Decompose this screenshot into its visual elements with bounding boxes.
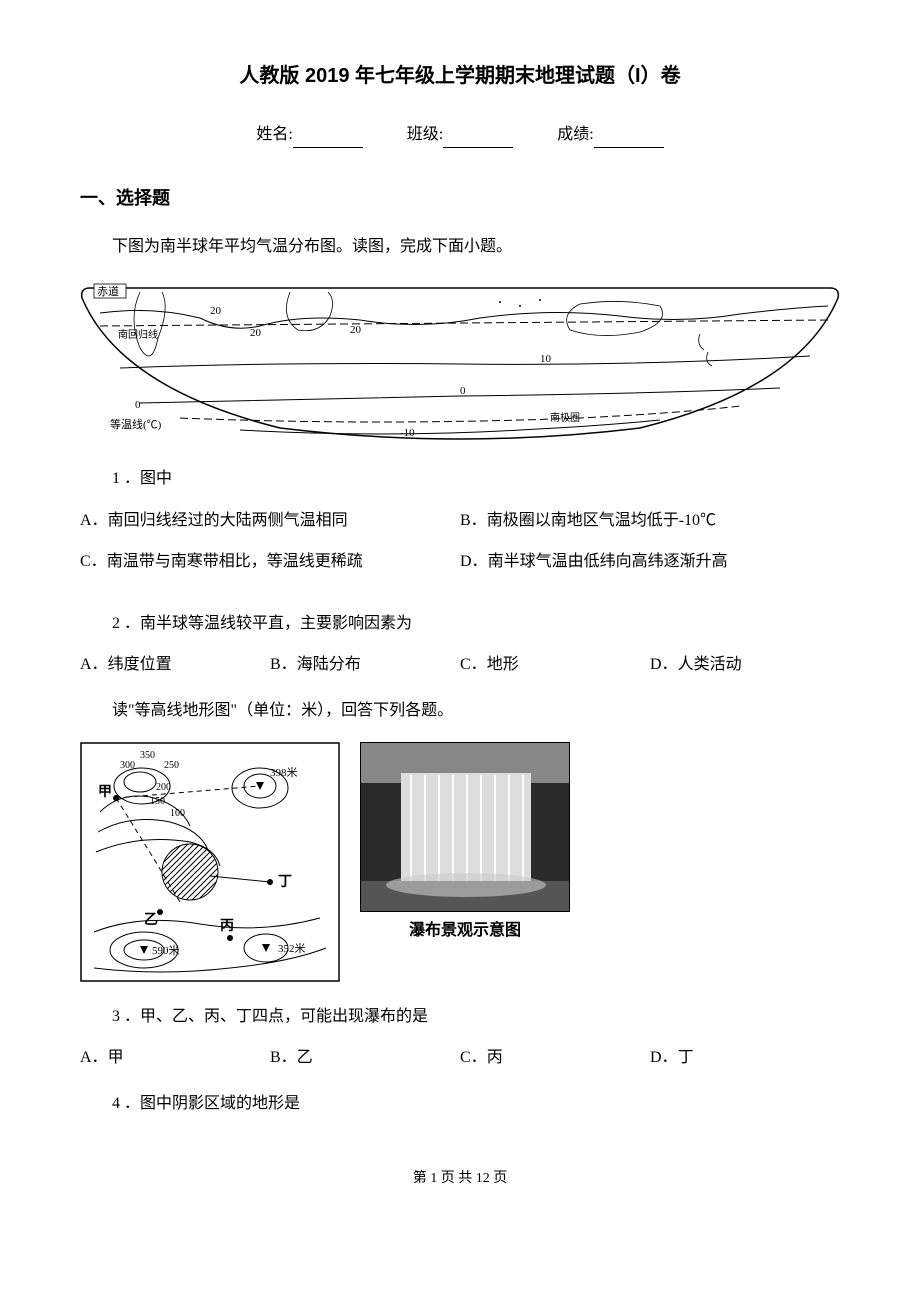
q3-text: 甲、乙、丙、丁四点，可能出现瀑布的是 [140, 1008, 428, 1025]
waterfall-figure: 瀑布景观示意图 [360, 742, 570, 944]
q2-option-c[interactable]: C．地形 [460, 652, 650, 678]
isotherm-map-svg: 赤道 20 20 20 南回归线 10 0 0 南极圈 -10 [80, 278, 840, 448]
instruction-1: 下图为南半球年平均气温分布图。读图，完成下面小题。 [80, 234, 840, 260]
svg-text:300: 300 [120, 760, 135, 771]
label-antarctic: 南极圈 [550, 411, 580, 424]
label-tropic: 南回归线 [118, 328, 158, 341]
question-1: 1 ．图中 [80, 466, 840, 492]
label-iso: 等温线(℃) [110, 417, 162, 431]
iso-0a: 0 [135, 399, 141, 411]
svg-text:150: 150 [150, 796, 165, 807]
figure-isotherm-map: 赤道 20 20 20 南回归线 10 0 0 南极圈 -10 [80, 278, 840, 448]
class-blank[interactable] [443, 130, 513, 148]
q3-options: A．甲 B．乙 C．丙 D．丁 [80, 1045, 840, 1071]
svg-text:100: 100 [170, 808, 185, 819]
q2-option-d[interactable]: D．人类活动 [650, 652, 840, 678]
q3-option-d[interactable]: D．丁 [650, 1045, 840, 1071]
q3-option-b[interactable]: B．乙 [270, 1045, 460, 1071]
q1-number: 1 ． [112, 470, 140, 487]
q3-option-a[interactable]: A．甲 [80, 1045, 270, 1071]
iso-20c: 20 [250, 327, 262, 339]
svg-text:甲: 甲 [98, 784, 112, 800]
iso-20b: 20 [350, 324, 362, 336]
svg-text:丙: 丙 [220, 918, 234, 934]
question-4: 4 ．图中阴影区域的地形是 [80, 1091, 840, 1117]
q1-option-a[interactable]: A．南回归线经过的大陆两侧气温相同 [80, 508, 460, 534]
name-blank[interactable] [293, 130, 363, 148]
q1-text: 图中 [140, 470, 172, 487]
svg-text:352米: 352米 [278, 942, 306, 955]
svg-text:200: 200 [156, 782, 171, 793]
question-3: 3 ．甲、乙、丙、丁四点，可能出现瀑布的是 [80, 1004, 840, 1030]
q2-number: 2 ． [112, 615, 140, 632]
svg-text:丁: 丁 [278, 875, 292, 890]
student-info-line: 姓名: 班级: 成绩: [80, 122, 840, 148]
q2-option-a[interactable]: A．纬度位置 [80, 652, 270, 678]
score-label: 成绩: [557, 126, 593, 143]
q3-option-c[interactable]: C．丙 [460, 1045, 650, 1071]
iso-neg10: -10 [400, 427, 415, 439]
q2-text: 南半球等温线较平直，主要影响因素为 [140, 615, 412, 632]
iso-20a: 20 [210, 305, 222, 317]
svg-text:590米: 590米 [152, 944, 180, 957]
iso-10: 10 [540, 353, 552, 365]
q2-option-b[interactable]: B．海陆分布 [270, 652, 460, 678]
score-blank[interactable] [594, 130, 664, 148]
svg-text:398米: 398米 [270, 766, 298, 779]
svg-text:250: 250 [164, 760, 179, 771]
q1-option-c[interactable]: C．南温带与南寒带相比，等温线更稀疏 [80, 549, 460, 575]
q4-number: 4 ． [112, 1095, 140, 1112]
instruction-2: 读"等高线地形图"（单位：米），回答下列各题。 [80, 698, 840, 724]
q4-text: 图中阴影区域的地形是 [140, 1095, 300, 1112]
contour-map-svg: 350 300 250 200 150 100 甲 398米 乙 丁 [80, 742, 340, 982]
page-footer: 第 1 页 共 12 页 [80, 1168, 840, 1190]
q1-option-b[interactable]: B．南极圈以南地区气温均低于-10℃ [460, 508, 840, 534]
waterfall-image [360, 742, 570, 912]
svg-text:350: 350 [140, 750, 155, 761]
label-equator: 赤道 [97, 284, 119, 298]
question-2: 2 ．南半球等温线较平直，主要影响因素为 [80, 611, 840, 637]
waterfall-caption: 瀑布景观示意图 [409, 918, 521, 944]
figure-row-2: 350 300 250 200 150 100 甲 398米 乙 丁 [80, 742, 840, 982]
section-1-header: 一、选择题 [80, 184, 840, 213]
q3-number: 3 ． [112, 1008, 140, 1025]
page-title: 人教版 2019 年七年级上学期期末地理试题（I）卷 [80, 60, 840, 92]
name-label: 姓名: [256, 126, 292, 143]
iso-0b: 0 [460, 385, 466, 397]
q2-options: A．纬度位置 B．海陆分布 C．地形 D．人类活动 [80, 652, 840, 678]
class-label: 班级: [407, 126, 443, 143]
q1-option-d[interactable]: D．南半球气温由低纬向高纬逐渐升高 [460, 549, 840, 575]
q1-options: A．南回归线经过的大陆两侧气温相同 B．南极圈以南地区气温均低于-10℃ C．南… [80, 508, 840, 591]
